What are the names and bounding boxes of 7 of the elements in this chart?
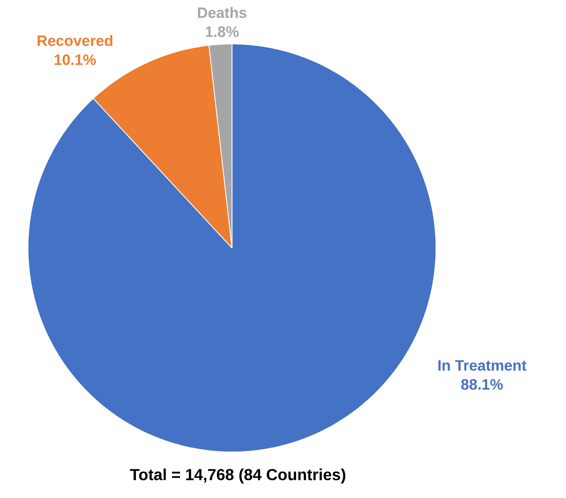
slice-label: In Treatment	[438, 360, 526, 371]
text: Total = 14,768 (84 Countries)	[130, 468, 346, 484]
data-label: 10.1%	[54, 54, 96, 65]
slice-label: Deaths	[198, 6, 246, 18]
data-label: 1.8%	[206, 26, 239, 37]
data-label: 88.1%	[461, 379, 503, 390]
slice-label: Recovered	[38, 34, 112, 46]
